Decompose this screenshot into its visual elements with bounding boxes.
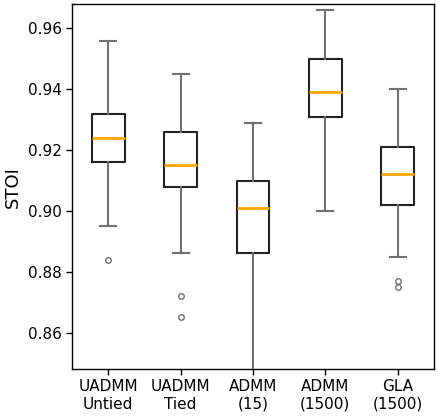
- Y-axis label: STOI: STOI: [4, 166, 22, 208]
